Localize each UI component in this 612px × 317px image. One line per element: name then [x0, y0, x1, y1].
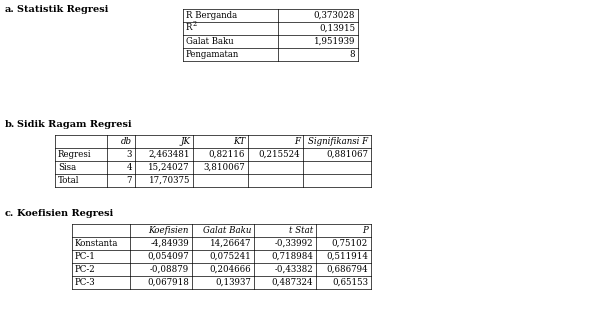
Text: c.: c. [5, 209, 14, 218]
Text: -4,84939: -4,84939 [151, 239, 189, 248]
Text: 0,067918: 0,067918 [147, 278, 189, 287]
Text: Konstanta: Konstanta [75, 239, 118, 248]
Text: JK: JK [180, 137, 190, 146]
Text: Koefisien: Koefisien [149, 226, 189, 235]
Text: -0,43382: -0,43382 [274, 265, 313, 274]
Text: F: F [294, 137, 300, 146]
Text: 14,26647: 14,26647 [209, 239, 251, 248]
Text: Koefisien Regresi: Koefisien Regresi [17, 209, 113, 218]
Text: 0,487324: 0,487324 [272, 278, 313, 287]
Text: 3,810067: 3,810067 [203, 163, 245, 172]
Text: -0,33992: -0,33992 [274, 239, 313, 248]
Text: 0,881067: 0,881067 [326, 150, 368, 159]
Text: db: db [121, 137, 132, 146]
Text: 0,718984: 0,718984 [271, 252, 313, 261]
Text: Sisa: Sisa [58, 163, 76, 172]
Text: Regresi: Regresi [58, 150, 92, 159]
Text: 17,70375: 17,70375 [149, 176, 190, 185]
Text: Galat Baku: Galat Baku [203, 226, 251, 235]
Text: 2,463481: 2,463481 [149, 150, 190, 159]
Text: 0,82116: 0,82116 [209, 150, 245, 159]
Text: 1,951939: 1,951939 [313, 37, 355, 46]
Text: Signifikansi F: Signifikansi F [308, 137, 368, 146]
Text: R Berganda: R Berganda [186, 11, 237, 20]
Text: Galat Baku: Galat Baku [186, 37, 234, 46]
Text: Statistik Regresi: Statistik Regresi [17, 5, 108, 14]
Text: 0,686794: 0,686794 [326, 265, 368, 274]
Text: t Stat: t Stat [289, 226, 313, 235]
Text: 0,373028: 0,373028 [313, 11, 355, 20]
Text: 0,215524: 0,215524 [258, 150, 300, 159]
Text: 0,204666: 0,204666 [209, 265, 251, 274]
Text: 0,65153: 0,65153 [332, 278, 368, 287]
Text: 15,24027: 15,24027 [148, 163, 190, 172]
Text: Sidik Ragam Regresi: Sidik Ragam Regresi [17, 120, 132, 129]
Text: PC-1: PC-1 [75, 252, 96, 261]
Text: b.: b. [5, 120, 15, 129]
Text: -0,08879: -0,08879 [150, 265, 189, 274]
Text: 7: 7 [127, 176, 132, 185]
Text: KT: KT [233, 137, 245, 146]
Text: Pengamatan: Pengamatan [186, 50, 239, 59]
Text: 0,13937: 0,13937 [215, 278, 251, 287]
Text: 8: 8 [349, 50, 355, 59]
Text: 3: 3 [127, 150, 132, 159]
Text: 0,75102: 0,75102 [332, 239, 368, 248]
Text: 4: 4 [127, 163, 132, 172]
Text: 0,511914: 0,511914 [326, 252, 368, 261]
Text: a.: a. [5, 5, 15, 14]
Text: 2: 2 [193, 21, 197, 29]
Text: PC-2: PC-2 [75, 265, 95, 274]
Text: P: P [362, 226, 368, 235]
Text: 0,075241: 0,075241 [209, 252, 251, 261]
Text: Total: Total [58, 176, 80, 185]
Text: 0,054097: 0,054097 [147, 252, 189, 261]
Text: 0,13915: 0,13915 [319, 24, 355, 33]
Text: R: R [186, 23, 193, 32]
Text: PC-3: PC-3 [75, 278, 95, 287]
